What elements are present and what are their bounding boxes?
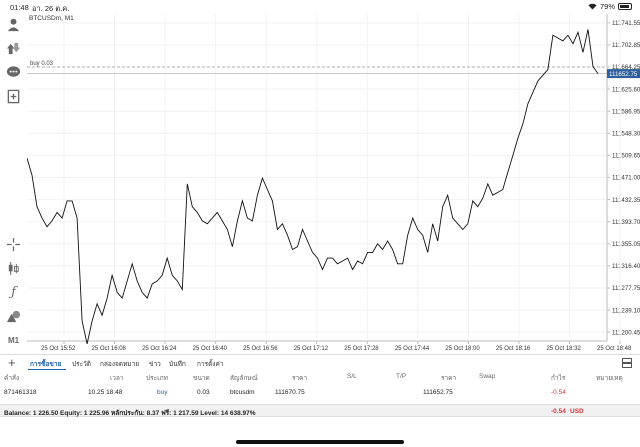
total-profit: -0.54 (551, 408, 566, 415)
col-price: ราคา (441, 375, 457, 382)
current-price-tag (607, 69, 640, 79)
y-tick-label: 111625.60 (612, 86, 640, 93)
col-order: คำสั่ง (4, 375, 20, 382)
order-line-label: buy 0.03 (30, 61, 54, 67)
battery-icon (618, 3, 632, 10)
x-tick-label: 25 Oct 16:56 (243, 346, 278, 352)
y-tick-label: 111509.65 (612, 153, 640, 160)
y-tick-label: 111393.70 (612, 219, 640, 226)
status-date: อา. 26 ต.ค. (32, 4, 70, 13)
trade-arrows-icon[interactable] (5, 40, 22, 57)
x-tick-label: 25 Oct 17:12 (294, 346, 329, 352)
balance-text: Balance: 1 226.50 Equity: 1 225.96 หลักป… (4, 410, 256, 417)
row-size: 0.03 (197, 389, 210, 396)
tab-news[interactable]: ข่าว (149, 361, 161, 368)
x-tick-label: 25 Oct 18:16 (496, 346, 531, 352)
plus-icon[interactable]: + (8, 355, 16, 370)
candlestick-icon[interactable] (5, 260, 22, 277)
left-toolbar: ƒ M1 (0, 14, 27, 354)
col-tp: T/P (396, 373, 407, 380)
status-time: 01:48 (10, 3, 29, 12)
col-time: เวลา (110, 375, 124, 382)
x-tick-label: 25 Oct 16:24 (142, 346, 177, 352)
table-row[interactable]: 871461318 10.25 18:48 buy 0.03 btcusdm 1… (0, 389, 640, 401)
y-tick-label: 111741.55 (612, 20, 640, 27)
person-icon[interactable] (5, 16, 22, 33)
price-series-line (27, 29, 599, 344)
tab-settings[interactable]: การตั้งค่า (197, 361, 224, 368)
wifi-icon (588, 3, 597, 10)
y-tick-label: 111471.00 (612, 175, 640, 182)
settings-icon[interactable] (622, 358, 632, 368)
row-open-price: 111670.75 (275, 389, 305, 396)
x-tick-label: 25 Oct 18:00 (445, 346, 480, 352)
crosshair-icon[interactable] (5, 236, 22, 253)
col-symbol: สัญลักษณ์ (230, 375, 258, 382)
add-document-icon[interactable] (5, 88, 22, 105)
currency: USD (570, 408, 584, 415)
objects-icon[interactable] (5, 308, 22, 325)
tab-trade[interactable]: การซื้อขาย (30, 361, 62, 368)
chart-symbol: BTCUSDm, M1 (29, 15, 74, 22)
current-price-label: 111652.75 (609, 71, 638, 78)
x-tick-label: 25 Oct 16:40 (193, 346, 228, 352)
col-type: ประเภท (146, 375, 168, 382)
row-order: 871461318 (4, 389, 37, 396)
balance-bar: Balance: 1 226.50 Equity: 1 225.96 หลักป… (0, 404, 640, 417)
price-chart[interactable]: 111741.55 111702.85 111664.25 111625.60 1115… (27, 14, 640, 354)
y-tick-label: 111586.95 (612, 108, 640, 115)
status-bar: 01:48 อา. 26 ต.ค. 79% (0, 0, 640, 14)
y-tick-label: 111548.30 (612, 131, 640, 138)
tab-mailbox[interactable]: กล่องจดหมาย (100, 361, 140, 368)
tab-history[interactable]: ประวัติ (72, 361, 91, 368)
row-time: 10.25 18:48 (88, 389, 123, 396)
col-open-price: ราคา (292, 375, 308, 382)
timeframe-icon[interactable]: M1 (7, 336, 20, 345)
y-tick-label: 111702.85 (612, 42, 640, 49)
row-profit: -0.54 (551, 389, 566, 396)
col-note: หมายเหตุ (596, 375, 623, 382)
chat-icon[interactable] (5, 64, 22, 81)
col-swap: Swap (479, 373, 496, 380)
y-tick-label: 111239.10 (612, 307, 640, 314)
y-tick-label: 111664.25 (612, 64, 640, 71)
function-icon[interactable]: ƒ (11, 285, 16, 300)
x-tick-label: 25 Oct 17:28 (344, 346, 379, 352)
table-header: คำสั่ง เวลา ประเภท ขนาด สัญลักษณ์ ราคา S… (0, 373, 640, 383)
y-tick-label: 111277.75 (612, 285, 640, 292)
x-tick-label: 25 Oct 18:48 (597, 346, 632, 352)
row-type: buy (157, 389, 168, 396)
home-indicator (236, 440, 404, 444)
tab-journal[interactable]: บันทึก (169, 361, 186, 368)
chart-canvas[interactable]: 111741.55 111702.85 111664.25 111625.60 1115… (27, 14, 640, 354)
y-tick-label: 111432.35 (612, 197, 640, 204)
y-tick-label: 111200.45 (612, 329, 640, 336)
row-price: 111652.75 (423, 389, 453, 396)
active-tab-indicator (28, 369, 66, 370)
col-size: ขนาด (193, 375, 210, 382)
row-symbol: btcusdm (230, 389, 255, 396)
x-tick-label: 25 Oct 17:44 (395, 346, 430, 352)
col-profit: กำไร (551, 375, 566, 382)
x-tick-label: 25 Oct 16:08 (92, 346, 127, 352)
x-tick-label: 25 Oct 18:32 (546, 346, 581, 352)
y-tick-label: 111316.40 (612, 263, 640, 270)
terminal-tabs: + การซื้อขาย ประวัติ กล่องจดหมาย ข่าว บั… (0, 354, 640, 370)
x-tick-label: 25 Oct 15:52 (41, 346, 76, 352)
col-sl: S/L (347, 373, 357, 380)
y-tick-label: 111355.05 (612, 241, 640, 248)
battery-percent: 79% (599, 2, 615, 11)
status-right: 79% (588, 2, 632, 11)
